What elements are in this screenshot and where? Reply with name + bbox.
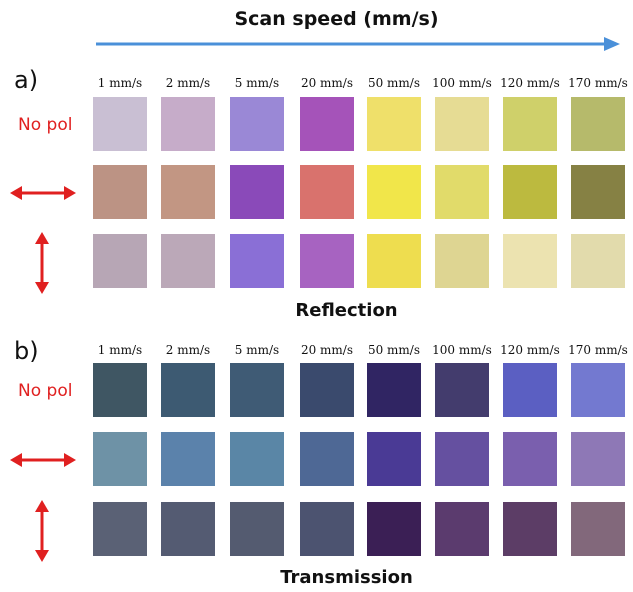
panel-label: a) — [14, 66, 39, 94]
color-swatch — [230, 234, 284, 288]
column-label: 50 mm/s — [367, 343, 421, 357]
scan-speed-title: Scan speed (mm/s) — [234, 8, 439, 30]
column-label: 50 mm/s — [367, 76, 421, 90]
color-swatch — [367, 234, 421, 288]
color-swatch — [300, 432, 354, 486]
panel-caption: Transmission — [280, 567, 413, 588]
color-swatch — [161, 363, 215, 417]
color-swatch — [230, 502, 284, 556]
column-label: 1 mm/s — [97, 76, 143, 90]
panel-label: b) — [14, 337, 39, 365]
column-label: 100 mm/s — [432, 343, 492, 357]
color-swatch — [571, 363, 625, 417]
color-swatch — [435, 97, 489, 151]
color-swatch — [230, 363, 284, 417]
color-swatch — [571, 502, 625, 556]
row-label: No pol — [18, 381, 73, 401]
color-swatch — [93, 165, 147, 219]
color-swatch — [367, 432, 421, 486]
color-swatch — [161, 165, 215, 219]
color-swatch — [161, 502, 215, 556]
color-swatch — [571, 234, 625, 288]
color-swatch — [300, 363, 354, 417]
color-swatch — [435, 165, 489, 219]
color-swatch — [367, 97, 421, 151]
color-swatch — [93, 363, 147, 417]
column-label: 5 mm/s — [234, 343, 280, 357]
color-swatch — [300, 502, 354, 556]
color-swatch — [435, 234, 489, 288]
color-swatch — [300, 165, 354, 219]
color-swatch — [503, 234, 557, 288]
column-label: 5 mm/s — [234, 76, 280, 90]
column-label: 20 mm/s — [300, 343, 354, 357]
color-swatch — [571, 165, 625, 219]
color-swatch — [230, 432, 284, 486]
horizontal-double-arrow-icon — [10, 453, 76, 467]
color-swatch — [230, 97, 284, 151]
column-label: 120 mm/s — [500, 343, 560, 357]
color-swatch — [367, 363, 421, 417]
color-swatch — [93, 97, 147, 151]
column-label: 20 mm/s — [300, 76, 354, 90]
color-swatch — [435, 502, 489, 556]
row-label: No pol — [18, 115, 73, 135]
color-swatch — [503, 165, 557, 219]
color-swatch — [161, 97, 215, 151]
column-label: 100 mm/s — [432, 76, 492, 90]
color-swatch — [503, 502, 557, 556]
column-label: 120 mm/s — [500, 76, 560, 90]
vertical-double-arrow-icon — [35, 232, 49, 294]
color-swatch — [435, 363, 489, 417]
color-swatch — [367, 165, 421, 219]
column-label: 2 mm/s — [165, 343, 211, 357]
color-swatch — [571, 432, 625, 486]
color-swatch — [503, 432, 557, 486]
column-label: 2 mm/s — [165, 76, 211, 90]
color-swatch — [503, 97, 557, 151]
color-swatch — [435, 432, 489, 486]
color-swatch — [161, 432, 215, 486]
scan-speed-arrow-icon — [96, 37, 620, 51]
color-swatch — [300, 234, 354, 288]
color-swatch — [93, 502, 147, 556]
column-label: 170 mm/s — [568, 343, 628, 357]
column-label: 1 mm/s — [97, 343, 143, 357]
column-label: 170 mm/s — [568, 76, 628, 90]
color-swatch — [161, 234, 215, 288]
color-swatch — [300, 97, 354, 151]
color-swatch — [571, 97, 625, 151]
color-swatch — [367, 502, 421, 556]
color-swatch — [230, 165, 284, 219]
color-swatch — [93, 432, 147, 486]
panel-caption: Reflection — [295, 300, 398, 321]
color-swatch — [93, 234, 147, 288]
color-swatch — [503, 363, 557, 417]
vertical-double-arrow-icon — [35, 500, 49, 562]
horizontal-double-arrow-icon — [10, 186, 76, 200]
